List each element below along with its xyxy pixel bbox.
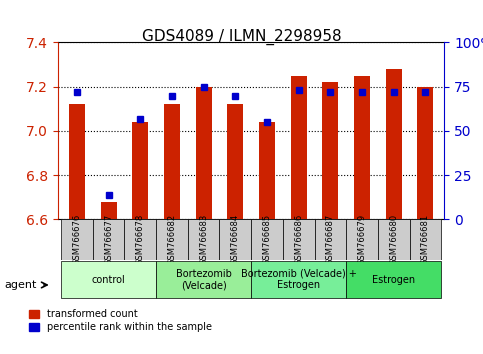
FancyBboxPatch shape xyxy=(93,219,125,260)
Text: GSM766676: GSM766676 xyxy=(72,214,82,266)
Text: GSM766677: GSM766677 xyxy=(104,214,113,266)
FancyBboxPatch shape xyxy=(378,219,410,260)
Bar xyxy=(164,104,180,219)
FancyBboxPatch shape xyxy=(156,219,188,260)
Text: Estrogen: Estrogen xyxy=(372,275,415,285)
FancyBboxPatch shape xyxy=(346,261,441,298)
Bar xyxy=(386,69,401,219)
FancyBboxPatch shape xyxy=(410,219,441,260)
Text: GSM766680: GSM766680 xyxy=(389,214,398,266)
Bar xyxy=(259,122,275,219)
Bar xyxy=(291,76,307,219)
Text: GSM766681: GSM766681 xyxy=(421,214,430,266)
FancyBboxPatch shape xyxy=(219,219,251,260)
Text: GSM766685: GSM766685 xyxy=(262,214,271,266)
FancyBboxPatch shape xyxy=(251,219,283,260)
Text: Bortezomib (Velcade) +
Estrogen: Bortezomib (Velcade) + Estrogen xyxy=(241,269,356,291)
Bar xyxy=(417,87,433,219)
Text: GDS4089 / ILMN_2298958: GDS4089 / ILMN_2298958 xyxy=(142,28,341,45)
FancyBboxPatch shape xyxy=(314,219,346,260)
Bar xyxy=(323,82,338,219)
Bar xyxy=(196,87,212,219)
Bar xyxy=(69,104,85,219)
Text: GSM766683: GSM766683 xyxy=(199,214,208,266)
Bar xyxy=(354,76,370,219)
Bar xyxy=(101,202,116,219)
Text: GSM766686: GSM766686 xyxy=(294,214,303,266)
Bar xyxy=(132,122,148,219)
Text: GSM766684: GSM766684 xyxy=(231,214,240,266)
Text: control: control xyxy=(92,275,126,285)
Text: GSM766687: GSM766687 xyxy=(326,214,335,266)
FancyBboxPatch shape xyxy=(346,219,378,260)
FancyBboxPatch shape xyxy=(125,219,156,260)
Text: agent: agent xyxy=(5,280,37,290)
FancyBboxPatch shape xyxy=(283,219,314,260)
FancyBboxPatch shape xyxy=(61,219,93,260)
FancyBboxPatch shape xyxy=(251,261,346,298)
Text: GSM766679: GSM766679 xyxy=(357,214,367,266)
Text: Bortezomib
(Velcade): Bortezomib (Velcade) xyxy=(176,269,231,291)
FancyBboxPatch shape xyxy=(188,219,219,260)
Text: GSM766682: GSM766682 xyxy=(168,214,176,266)
FancyBboxPatch shape xyxy=(156,261,251,298)
FancyBboxPatch shape xyxy=(61,261,156,298)
Bar xyxy=(227,104,243,219)
Legend: transformed count, percentile rank within the sample: transformed count, percentile rank withi… xyxy=(29,309,212,332)
Text: GSM766678: GSM766678 xyxy=(136,214,145,266)
